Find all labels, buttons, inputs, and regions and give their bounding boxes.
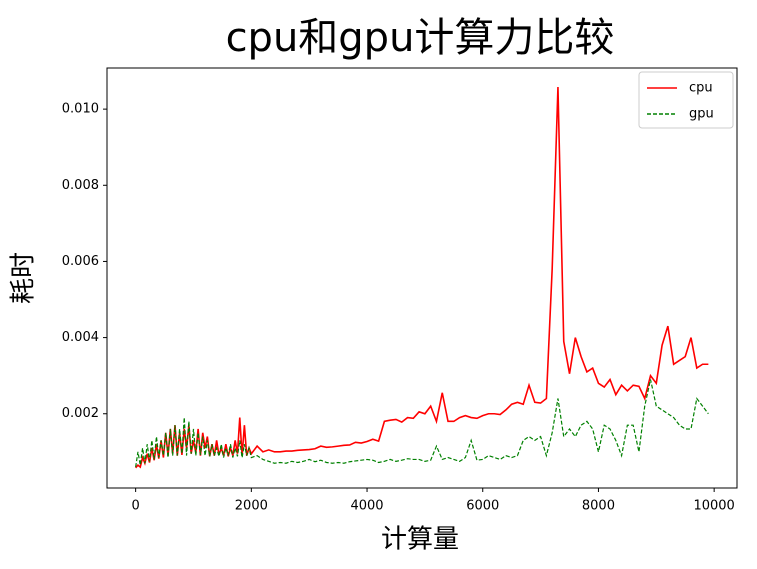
y-tick-label: 0.008: [62, 178, 99, 193]
y-tick-label: 0.006: [62, 254, 99, 269]
x-tick-label: 0: [131, 499, 139, 514]
y-tick-label: 0.010: [62, 102, 99, 117]
x-tick-label: 10000: [693, 499, 734, 514]
legend-label: cpu: [689, 81, 713, 96]
x-tick-label: 4000: [350, 499, 383, 514]
y-axis-label: 耗时: [9, 252, 39, 304]
chart-title: cpu和gpu计算力比较: [226, 15, 615, 61]
y-tick-label: 0.002: [62, 406, 99, 421]
legend-label: gpu: [689, 107, 714, 122]
legend-box: [638, 71, 734, 129]
x-tick-label: 2000: [235, 499, 268, 514]
y-tick-label: 0.004: [62, 330, 99, 345]
x-tick-label: 8000: [582, 499, 615, 514]
series-line: [135, 379, 709, 468]
x-tick-label: 6000: [466, 499, 499, 514]
series-line: [135, 87, 709, 469]
axes-frame: [106, 67, 738, 489]
x-axis-label: 计算量: [381, 525, 459, 555]
